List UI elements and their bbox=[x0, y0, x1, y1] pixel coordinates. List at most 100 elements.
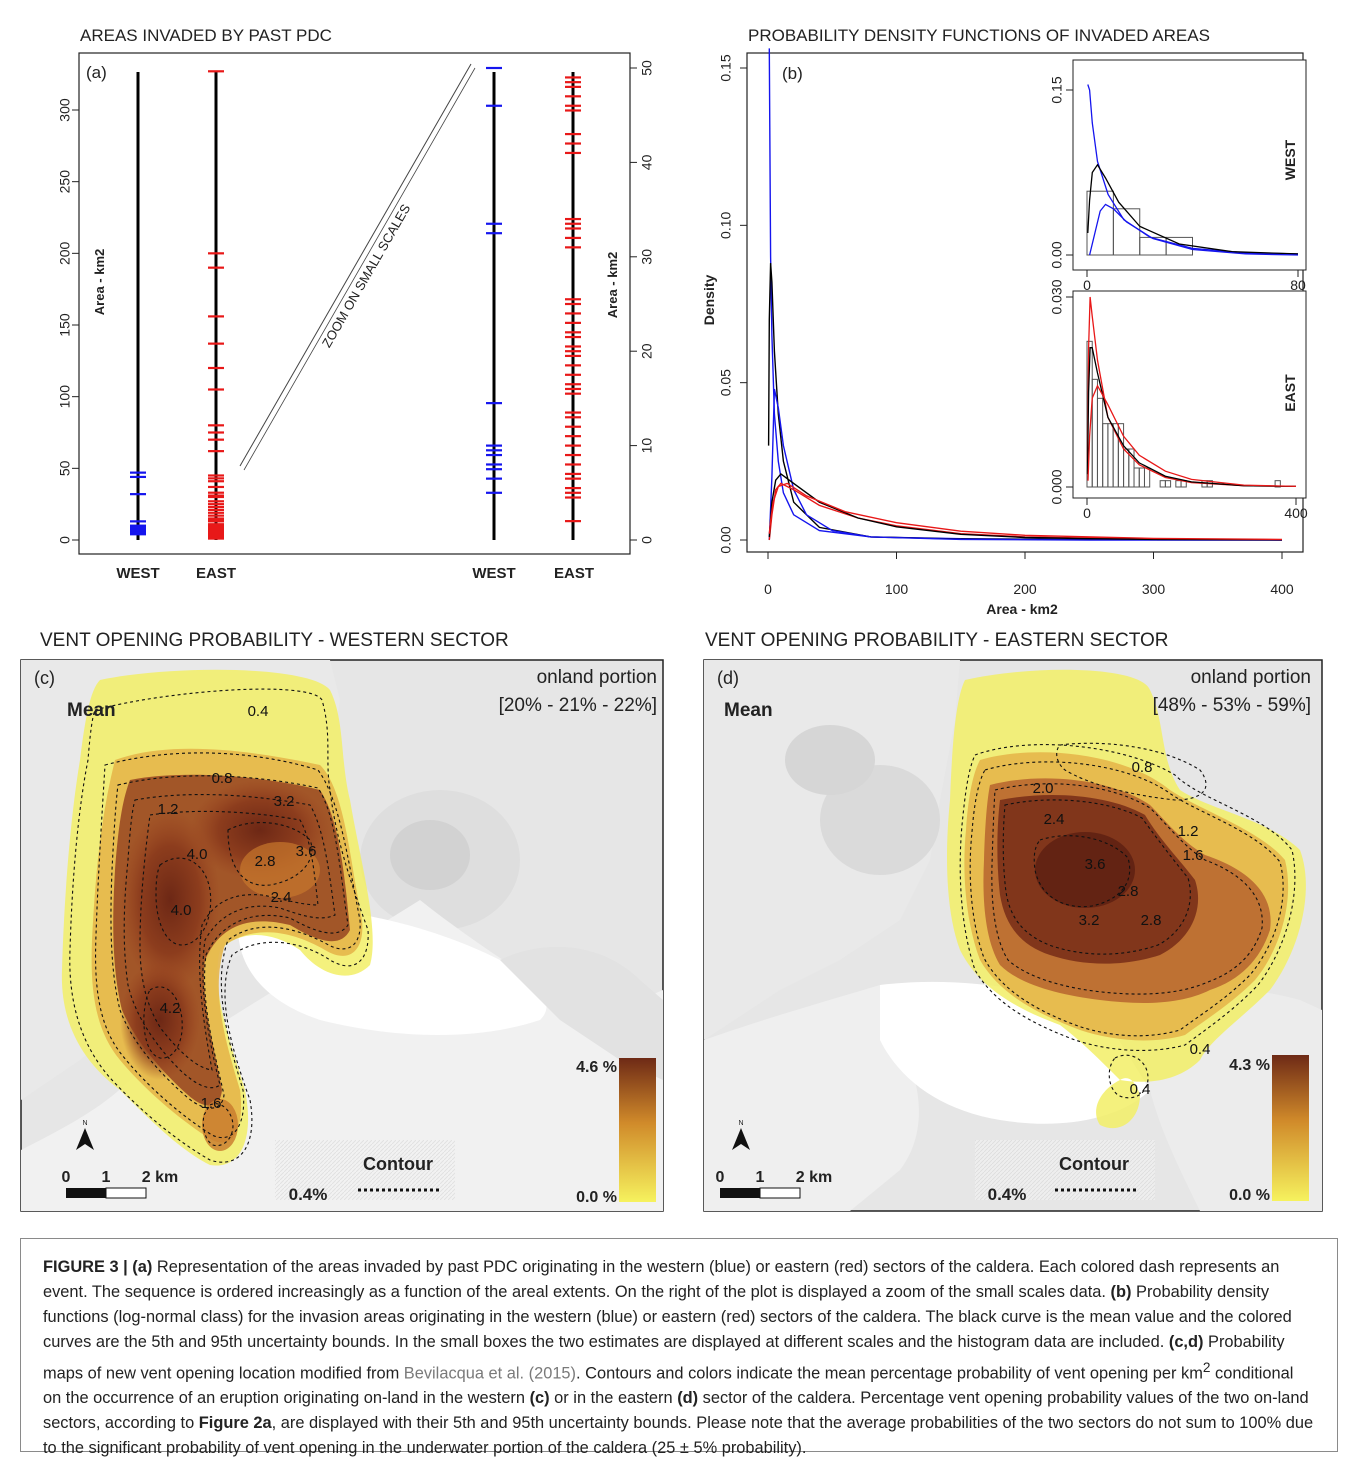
x-label-west: WEST bbox=[116, 565, 159, 582]
inset-east-x-tick-label: 0 bbox=[1083, 505, 1091, 521]
left-tick-label: 250 bbox=[57, 170, 73, 194]
probability-surface-c bbox=[61, 669, 373, 1166]
legend-min-d: 0.0 % bbox=[1229, 1187, 1270, 1204]
event-strips bbox=[130, 66, 581, 540]
inset-west-y-tick-label: 0.15 bbox=[1049, 76, 1065, 103]
contour-label: 0.8 bbox=[212, 770, 233, 787]
pdf-curve-west-95th bbox=[768, 388, 1282, 541]
contour-label: 4.0 bbox=[187, 846, 208, 863]
figure-ref-link[interactable]: Figure 2a bbox=[198, 1414, 272, 1433]
contour-label: 1.2 bbox=[1178, 823, 1199, 840]
inset-east-bar bbox=[1274, 480, 1281, 488]
inset-east-axes: 0.000 0.030 0 400 bbox=[1049, 279, 1308, 521]
panel-b: PROBABILITY DENSITY FUNCTIONS OF INVADED… bbox=[701, 26, 1308, 617]
inset-east-mean bbox=[1086, 347, 1297, 488]
right-tick-label: 20 bbox=[639, 343, 655, 359]
contour-label: 0.4 bbox=[1190, 1041, 1211, 1058]
inset-east-label: EAST bbox=[1282, 374, 1298, 412]
panel-c-range: [20% - 21% - 22%] bbox=[499, 695, 657, 716]
inset-east-bar bbox=[1164, 480, 1172, 488]
scale-bar-d: 0 1 2 km bbox=[716, 1169, 832, 1199]
panel-c-label: (c) bbox=[34, 668, 55, 688]
panel-d: VENT OPENING PROBABILITY - EASTERN SECTO… bbox=[703, 630, 1323, 1212]
right-y-axis: 0 10 20 30 40 50 bbox=[629, 60, 655, 544]
zoom-band: ZOOM ON SMALL SCALES bbox=[239, 63, 476, 471]
caption-lead: FIGURE 3 | bbox=[43, 1258, 128, 1276]
right-y-axis-label: Area - km2 bbox=[605, 252, 620, 318]
contour-label: 4.2 bbox=[160, 1000, 181, 1017]
inset-west-x-tick-label: 80 bbox=[1290, 277, 1306, 293]
inset-west-5th bbox=[1087, 84, 1299, 255]
svg-text:1: 1 bbox=[756, 1169, 765, 1186]
x-tick-label: 400 bbox=[1270, 581, 1294, 597]
caption-d-tag: (d) bbox=[677, 1389, 699, 1408]
y-tick-label: 0.05 bbox=[718, 369, 734, 396]
y-axis-label: Density bbox=[701, 275, 717, 326]
contour-label: 1.6 bbox=[1183, 847, 1204, 864]
caption-b-tag: (b) bbox=[1110, 1283, 1132, 1301]
contour-label: 3.2 bbox=[1079, 912, 1100, 929]
panel-c: VENT OPENING PROBABILITY - WESTERN SECTO… bbox=[20, 630, 664, 1212]
north-arrow-icon: N bbox=[732, 1120, 750, 1150]
y-tick-label: 0.00 bbox=[718, 526, 734, 553]
zoom-text: ZOOM ON SMALL SCALES bbox=[319, 201, 414, 350]
caption-b-text: Probability density functions (log-norma… bbox=[43, 1283, 1292, 1351]
contours-c bbox=[69, 688, 369, 1163]
x-label-east: EAST bbox=[196, 565, 236, 582]
inset-west-frame bbox=[1072, 59, 1307, 271]
panel-d-label: (d) bbox=[717, 668, 739, 688]
contours-d bbox=[959, 742, 1296, 1099]
caption-cd-text4: or in the eastern bbox=[549, 1389, 678, 1408]
contour-label: 1.2 bbox=[158, 801, 179, 818]
right-tick-label: 50 bbox=[639, 60, 655, 76]
contour-label: 2.8 bbox=[1118, 883, 1139, 900]
legend-max-d: 4.3 % bbox=[1229, 1057, 1270, 1074]
left-tick-label: 100 bbox=[57, 385, 73, 409]
left-tick-label: 200 bbox=[57, 241, 73, 265]
panel-c-stat: Mean bbox=[67, 700, 116, 721]
right-tick-label: 30 bbox=[639, 249, 655, 265]
x-tick-label: 100 bbox=[885, 581, 909, 597]
contour-labels-d: 0.8 2.0 2.4 1.2 1.6 3.6 2.8 3.2 2.8 0.4 0.4 bbox=[1033, 759, 1211, 1098]
svg-text:0: 0 bbox=[716, 1169, 725, 1186]
inset-west-bar bbox=[1112, 208, 1141, 256]
svg-text:1: 1 bbox=[102, 1169, 111, 1186]
inset-west-mean bbox=[1087, 163, 1299, 255]
x-axis-label: Area - km2 bbox=[986, 601, 1058, 617]
inset-west-curves bbox=[1087, 84, 1299, 256]
inset-east-curves bbox=[1086, 296, 1297, 488]
caption-sup: 2 bbox=[1202, 1360, 1211, 1375]
pdf-curve-east-95th bbox=[768, 482, 1283, 541]
inset-west-label: WEST bbox=[1282, 139, 1298, 180]
figure-svg: AREAS INVADED BY PAST PDC (a) 0501001502… bbox=[20, 26, 1323, 1212]
inset-west-y-tick-label: 0.00 bbox=[1049, 241, 1065, 268]
citation-link[interactable]: Bevilacqua et al. (2015) bbox=[403, 1364, 577, 1383]
left-tick-label: 50 bbox=[57, 460, 73, 476]
density-y-axis: 0.00 0.05 0.10 0.15 bbox=[718, 54, 748, 554]
contour-label: 2.4 bbox=[1044, 811, 1065, 828]
legend-bar-c bbox=[619, 1058, 656, 1202]
caption-cd-tag: (c,d) bbox=[1168, 1333, 1204, 1351]
right-tick-label: 10 bbox=[639, 438, 655, 454]
contour-label: 2.8 bbox=[1141, 912, 1162, 929]
panel-d-stat: Mean bbox=[724, 700, 773, 721]
right-tick-label: 40 bbox=[639, 154, 655, 170]
caption-cd-text5: sector of the caldera. Percentage vent o… bbox=[43, 1389, 1309, 1433]
inset-east-y-tick-label: 0.000 bbox=[1049, 469, 1065, 504]
left-y-axis: 0 50 100 150 200 250 300 bbox=[57, 98, 80, 544]
inset-west: 0.00 0.15 0 80 WEST bbox=[1049, 59, 1307, 293]
caption-a-tag: (a) bbox=[132, 1258, 153, 1276]
contour-title-d: Contour bbox=[1059, 1154, 1129, 1174]
inset-east: 0.000 0.030 0 400 EAST bbox=[1049, 279, 1308, 521]
contour-label: 4.0 bbox=[171, 902, 192, 919]
caption-c-tag: (c) bbox=[529, 1389, 550, 1408]
inset-west-x-tick-label: 0 bbox=[1083, 277, 1091, 293]
inset-west-95th bbox=[1088, 203, 1299, 256]
inset-east-histogram bbox=[1086, 340, 1281, 488]
inset-west-axes: 0.00 0.15 0 80 bbox=[1049, 76, 1306, 293]
contour-label: 3.6 bbox=[1085, 856, 1106, 873]
svg-text:N: N bbox=[738, 1120, 743, 1127]
panel-b-label: (b) bbox=[782, 64, 803, 83]
left-tick-label: 300 bbox=[57, 98, 73, 122]
inset-east-y-tick-label: 0.030 bbox=[1049, 279, 1065, 314]
